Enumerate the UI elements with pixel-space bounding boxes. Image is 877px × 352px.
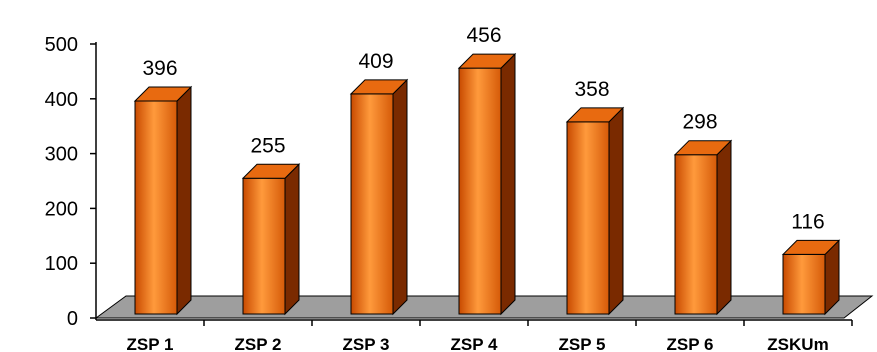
y-tick-label: 100	[45, 253, 78, 275]
data-label: 409	[358, 50, 393, 73]
bar-front	[134, 100, 178, 315]
x-tick-label: ZSP 3	[343, 335, 390, 352]
bar-top	[673, 140, 733, 156]
data-label: 116	[791, 210, 824, 233]
y-tick-label: 0	[67, 308, 78, 330]
x-tick-label: ZSP 4	[451, 335, 498, 352]
bar-top	[457, 53, 517, 69]
bar-side	[500, 52, 516, 316]
bar-top	[133, 86, 193, 102]
bar-front	[566, 121, 610, 315]
bar-series	[133, 52, 841, 316]
bar	[349, 78, 409, 316]
bar-top	[781, 239, 841, 255]
bar-front	[242, 177, 286, 315]
bar-side	[176, 85, 192, 316]
bar-top	[349, 79, 409, 95]
x-tick-label: ZSP 6	[667, 335, 714, 352]
y-axis: 0 100 200 300 400 500	[45, 34, 97, 330]
y-tick-label: 400	[45, 89, 78, 111]
data-labels: 396 255 409 456 358 298 116	[142, 24, 824, 233]
bar-top	[241, 163, 301, 179]
x-tick-label: ZSKUm	[767, 335, 828, 352]
data-label: 396	[142, 57, 177, 80]
bar	[133, 85, 193, 316]
bar-side	[392, 78, 408, 316]
data-label: 456	[466, 24, 501, 47]
bar-side	[284, 163, 300, 316]
x-axis: ZSP 1 ZSP 2 ZSP 3 ZSP 4 ZSP 5 ZSP 6 ZSKUm	[96, 319, 853, 352]
bar	[241, 163, 301, 316]
bar-side	[608, 106, 624, 316]
bar-front	[674, 154, 718, 315]
bar-top	[565, 107, 625, 123]
x-tick-label: ZSP 2	[235, 335, 282, 352]
y-tick-label: 500	[45, 34, 78, 56]
bar	[781, 239, 841, 316]
bar-front	[782, 253, 826, 315]
y-tick-label: 200	[45, 198, 78, 220]
bar-front	[458, 67, 502, 315]
y-tick-label: 300	[45, 144, 78, 166]
bar	[565, 106, 625, 316]
data-label: 255	[250, 134, 285, 157]
x-tick-label: ZSP 1	[127, 335, 174, 352]
bar	[673, 139, 733, 316]
bar	[457, 52, 517, 316]
data-label: 298	[682, 111, 717, 134]
x-tick-label: ZSP 5	[559, 335, 606, 352]
data-label: 358	[574, 78, 609, 101]
bar-side	[716, 139, 732, 316]
bar-front	[350, 93, 394, 315]
